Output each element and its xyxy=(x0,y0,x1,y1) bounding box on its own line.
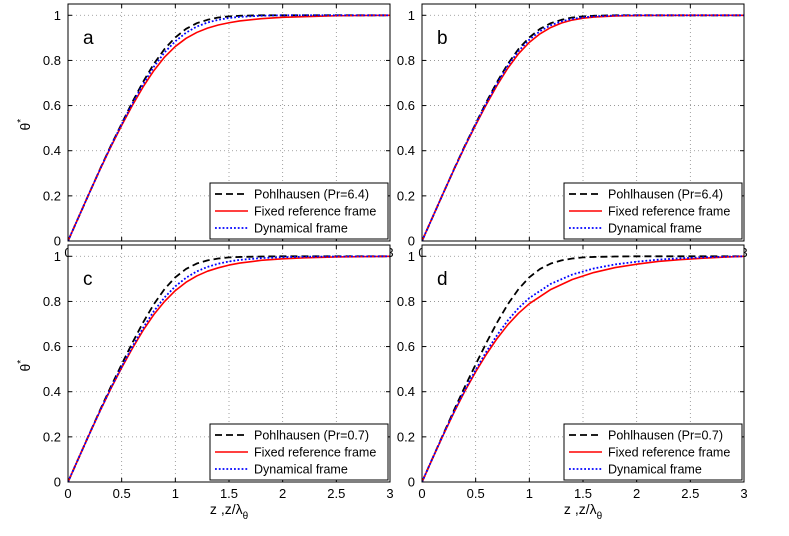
legend-entry: Pohlhausen (Pr=0.7) xyxy=(254,429,369,443)
y-tick-label: 0.2 xyxy=(397,188,415,203)
y-tick-label: 0.4 xyxy=(397,384,415,399)
y-tick-label: 0.8 xyxy=(43,53,61,68)
y-tick-label: 0.6 xyxy=(43,339,61,354)
y-tick-label: 0.4 xyxy=(397,143,415,158)
x-axis-label-main: z xyxy=(210,501,217,517)
legend-entry: Fixed reference frame xyxy=(254,446,376,460)
plot-frame xyxy=(421,244,745,483)
y-axis-label-base: θ xyxy=(17,364,33,372)
y-tick-label: 0.2 xyxy=(43,429,61,444)
x-tick-label: 3 xyxy=(740,486,747,501)
series-line-dotted xyxy=(422,14,744,241)
x-tick-label: 3 xyxy=(386,486,393,501)
x-tick-label: 2.5 xyxy=(327,486,345,501)
x-axis-label-main: z xyxy=(564,501,571,517)
y-tick-label: 0.6 xyxy=(397,339,415,354)
x-tick-label: 0.5 xyxy=(467,486,485,501)
legend: Pohlhausen (Pr=0.7) Fixed reference frame… xyxy=(563,423,743,481)
y-tick-label: 1 xyxy=(408,8,415,23)
panel-c: 0 0.5 1 1.5 2 2.5 3 0 0.2 0.4 0.6 0.8 1 c Pohlhausen (… xyxy=(16,244,394,522)
legend-entry: Fixed reference frame xyxy=(608,446,730,460)
y-axis-label-base: θ xyxy=(17,123,33,131)
x-tick-label: 2 xyxy=(279,486,286,501)
y-tick-label: 0 xyxy=(408,475,415,490)
legend-entry: Pohlhausen (Pr=6.4) xyxy=(254,188,369,202)
legend-entry: Fixed reference frame xyxy=(254,205,376,219)
panel-label: d xyxy=(437,269,448,290)
x-tick-label: 1.5 xyxy=(574,486,592,501)
series-line-dashed xyxy=(422,255,744,482)
panel-label: a xyxy=(83,28,94,49)
series-line-dotted xyxy=(422,255,744,482)
y-tick-label: 0.4 xyxy=(43,143,61,158)
legend-entry: Dynamical frame xyxy=(254,463,348,477)
legend-entry: Fixed reference frame xyxy=(608,205,730,219)
x-axis-label-rest: ,z/λ xyxy=(575,501,597,517)
x-tick-label: 1 xyxy=(172,486,179,501)
y-tick-label: 0.8 xyxy=(397,53,415,68)
y-axis-label: θ* xyxy=(16,360,33,372)
x-axis-label: z,z/λθ xyxy=(564,501,603,522)
series-line-dotted xyxy=(68,14,390,241)
series-line-solid xyxy=(422,14,744,241)
legend: Pohlhausen (Pr=6.4) Fixed reference frame… xyxy=(209,182,389,240)
y-tick-label: 0.6 xyxy=(397,98,415,113)
y-tick-label: 0 xyxy=(54,234,61,249)
y-tick-label: 0.2 xyxy=(397,429,415,444)
plot-frame xyxy=(67,3,391,242)
x-tick-label: 1.5 xyxy=(220,486,238,501)
y-tick-label: 0.8 xyxy=(43,294,61,309)
y-tick-label: 1 xyxy=(54,249,61,264)
y-axis-label: θ* xyxy=(16,119,33,131)
x-axis-label-sub: θ xyxy=(243,511,249,522)
y-tick-label: 1 xyxy=(54,8,61,23)
x-tick-label: 2 xyxy=(633,486,640,501)
legend: Pohlhausen (Pr=0.7) Fixed reference frame… xyxy=(209,423,389,481)
legend-entry: Dynamical frame xyxy=(608,463,702,477)
y-axis-label-sup: * xyxy=(16,360,27,364)
series-line-dotted xyxy=(68,255,390,482)
y-tick-label: 0.8 xyxy=(397,294,415,309)
panel-label: b xyxy=(437,28,448,49)
series-line-solid xyxy=(68,14,390,241)
x-axis-label: z,z/λθ xyxy=(210,501,249,522)
x-tick-label: 0 xyxy=(418,486,425,501)
legend: Pohlhausen (Pr=6.4) Fixed reference frame… xyxy=(563,182,743,240)
y-tick-label: 0.4 xyxy=(43,384,61,399)
y-tick-label: 1 xyxy=(408,249,415,264)
y-axis-label-sup: * xyxy=(16,119,27,123)
x-tick-label: 1 xyxy=(526,486,533,501)
series-line-dashed xyxy=(68,255,390,482)
x-axis-label-rest: ,z/λ xyxy=(221,501,243,517)
y-tick-label: 0 xyxy=(54,475,61,490)
y-tick-label: 0 xyxy=(408,234,415,249)
plot-frame xyxy=(67,244,391,483)
panel-label: c xyxy=(83,269,93,290)
x-axis-label-sub: θ xyxy=(597,511,603,522)
series-line-dashed xyxy=(422,14,744,241)
x-tick-label: 2.5 xyxy=(681,486,699,501)
legend-entry: Pohlhausen (Pr=6.4) xyxy=(608,188,723,202)
x-tick-label: 0.5 xyxy=(113,486,131,501)
legend-entry: Pohlhausen (Pr=0.7) xyxy=(608,429,723,443)
x-tick-label: 0 xyxy=(64,486,71,501)
y-tick-label: 0.2 xyxy=(43,188,61,203)
y-tick-label: 0.6 xyxy=(43,98,61,113)
legend-entry: Dynamical frame xyxy=(608,222,702,236)
panel-d: 0 0.5 1 1.5 2 2.5 3 0 0.2 0.4 0.6 0.8 1 d Pohlhausen (… xyxy=(397,244,748,522)
series-line-solid xyxy=(68,255,390,482)
series-line-dashed xyxy=(68,14,390,241)
legend-entry: Dynamical frame xyxy=(254,222,348,236)
plot-frame xyxy=(421,3,745,242)
